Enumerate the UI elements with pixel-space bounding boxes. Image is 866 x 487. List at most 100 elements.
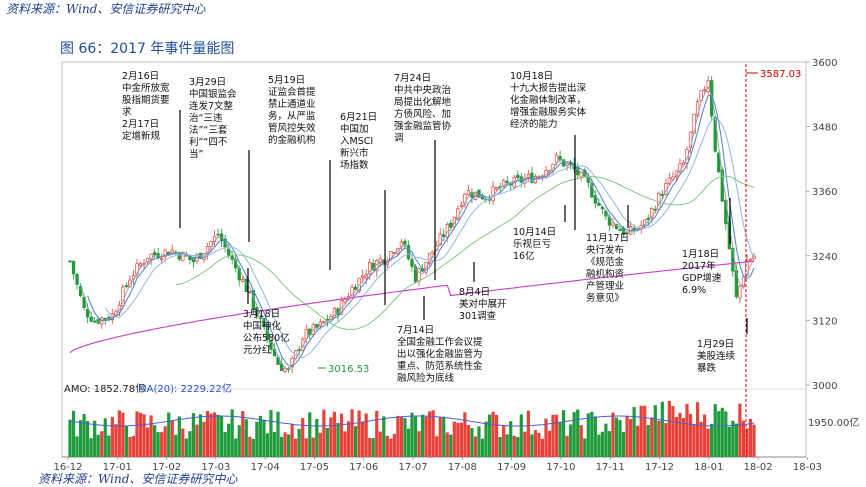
volume-bar [625,415,629,457]
volume-bar [403,418,407,457]
volume-bar [639,405,643,457]
volume-bar [695,402,700,457]
volume-bar [741,420,746,457]
volume-bar [93,420,97,457]
volume-bar [339,413,344,457]
candle-body [304,329,308,340]
y-tick-label: 3000 [812,381,837,392]
candle-body [269,341,273,350]
volume-bar [452,421,456,457]
peak-label: 3587.03 [760,69,801,80]
volume-bar [593,416,597,457]
candle-body [593,195,597,204]
volume-bar [445,432,449,457]
volume-bar [678,412,682,457]
volume-bar [717,411,721,457]
candle-body [660,193,664,196]
candle-body [258,317,263,319]
volume-bar [410,412,414,457]
volume-bar [657,420,661,457]
candle-body [241,279,245,282]
volume-bar [145,427,150,457]
volume-bar [710,423,714,457]
y-tick-label: 3120 [812,316,837,327]
volume-tick-label: 1950.00亿 [808,416,859,429]
volume-bar [614,417,619,457]
volume-bar [308,412,312,457]
volume-bar [375,410,379,457]
volume-bar [78,420,83,457]
candle-body [322,320,326,323]
candle-body [459,204,464,208]
volume-bar [322,409,326,457]
x-tick-label: 17-02 [152,462,181,473]
figure-title: 图 66：2017 年事件量能图 [60,41,235,57]
volume-bar [699,421,703,457]
volume-bar [128,436,132,457]
candle-body [124,285,129,287]
volume-bar [547,430,552,457]
volume-bar [110,416,114,457]
volume-bar [195,424,199,457]
volume-bar [413,416,418,457]
volume-bar [738,403,742,457]
volume-bar [156,432,160,457]
candle-body [466,190,471,196]
volume-bar [706,428,710,457]
volume-bar [262,419,266,457]
volume-bar [428,411,432,457]
x-tick-label: 17-09 [497,462,526,473]
volume-bar [724,411,728,457]
volume-bar [509,421,513,457]
volume-bar [727,426,731,457]
volume-bar [392,433,396,457]
x-tick-label: 17-10 [546,462,575,473]
volume-bar [748,418,753,457]
volume-bar [294,438,298,457]
event-annotation: 10月14日乐视巨亏 16亿 [513,227,556,262]
x-tick-label: 17-07 [399,462,428,473]
volume-bar [357,410,361,457]
volume-bar [420,414,425,457]
volume-bar [526,410,530,457]
x-tick-label: 17-08 [448,462,477,473]
candle-body [618,229,622,231]
volume-bar [258,415,262,457]
volume-bar [318,432,322,457]
candle-body [452,216,456,228]
candle-body [611,222,615,226]
y-tick-label: 3600 [812,58,837,69]
volume-bar [703,414,707,457]
candle-body [516,174,520,178]
volume-bar [244,419,248,457]
volume-bar [692,424,696,457]
event-annotation: 1月29日美股连续暴跌 [697,339,736,374]
volume-bar [117,410,121,457]
ma-60-line [175,175,755,331]
candle-body [554,154,559,163]
candle-body [449,222,453,228]
volume-bar [650,417,654,457]
source-note-top: 资料来源：Wind、安信证券研究中心 [6,2,206,16]
volume-bar [188,431,192,457]
volume-bar [346,421,351,457]
volume-bar [107,435,111,457]
candle-body [360,275,365,278]
volume-bar [466,425,471,457]
candle-body [477,189,481,198]
volume-bar [332,411,337,457]
volume-bar [558,422,562,457]
volume-bar [202,421,206,457]
volume-bar [685,404,689,457]
ma-10-line [87,94,755,367]
event-annotation: 8月4日美对中展开 301调查 [459,287,507,322]
volume-bar [632,407,636,457]
volume-bar [611,412,615,457]
volume-bar [667,400,671,457]
volume-bar [205,410,210,457]
volume-bar [431,410,435,457]
volume-bar [551,414,555,457]
volume-bar [170,420,174,457]
candle-body [121,286,125,307]
candle-body [68,260,72,263]
